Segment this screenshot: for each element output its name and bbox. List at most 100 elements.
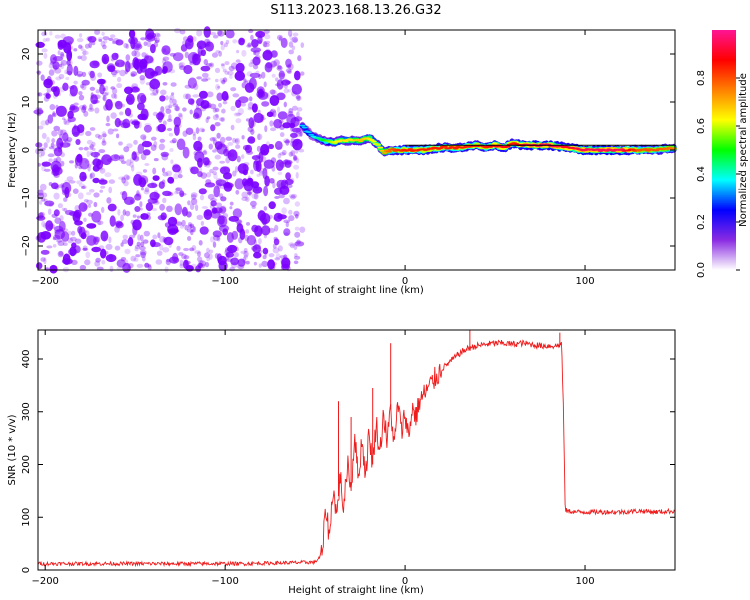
noise-blob	[235, 189, 240, 195]
noise-blob	[277, 153, 282, 159]
noise-blob	[280, 179, 289, 190]
noise-blob	[181, 219, 186, 227]
noise-blob	[100, 230, 109, 242]
noise-blob	[114, 62, 120, 67]
noise-blob	[175, 187, 181, 194]
noise-blob	[255, 187, 259, 192]
noise-blob	[204, 209, 212, 216]
noise-blob	[214, 67, 221, 74]
noise-blob	[101, 140, 107, 146]
noise-blob	[41, 220, 46, 228]
noise-blob	[72, 188, 79, 194]
noise-blob	[104, 172, 112, 178]
noise-blob	[203, 59, 208, 66]
noise-blob	[41, 197, 46, 202]
noise-blob	[279, 152, 286, 156]
noise-blob	[187, 98, 195, 105]
noise-blob	[94, 260, 101, 267]
noise-blob	[228, 65, 235, 72]
noise-blob	[60, 142, 64, 148]
noise-blob	[254, 225, 263, 237]
noise-blob	[82, 245, 88, 251]
noise-blob	[38, 212, 44, 219]
noise-blob	[288, 242, 295, 247]
noise-blob	[107, 158, 113, 163]
y-tick-label: 300	[21, 402, 32, 421]
noise-blob	[151, 136, 157, 141]
noise-blob	[35, 262, 43, 270]
noise-blob	[89, 103, 93, 110]
noise-blob	[198, 240, 203, 246]
noise-blob	[206, 256, 210, 262]
noise-blob	[83, 146, 89, 151]
noise-blob	[232, 208, 243, 219]
noise-blob	[73, 80, 78, 85]
noise-blob	[204, 182, 216, 188]
noise-blob	[197, 262, 203, 269]
noise-blob	[223, 148, 230, 157]
noise-blob	[46, 245, 53, 249]
noise-blob	[55, 104, 59, 110]
noise-blob	[56, 239, 63, 243]
noise-blob	[165, 259, 171, 266]
noise-blob	[102, 133, 107, 138]
noise-blob	[263, 42, 270, 48]
noise-blob	[158, 181, 165, 189]
noise-blob	[108, 253, 114, 260]
noise-blob	[200, 100, 210, 109]
noise-blob	[178, 112, 183, 118]
noise-blob	[261, 260, 269, 268]
noise-blob	[73, 48, 78, 52]
noise-blob	[198, 90, 208, 99]
noise-blob	[219, 166, 227, 173]
noise-blob	[176, 245, 181, 251]
noise-blob	[88, 145, 93, 151]
noise-blob	[181, 208, 188, 215]
noise-blob	[83, 110, 89, 117]
noise-blob	[60, 152, 65, 158]
noise-blob	[168, 132, 174, 137]
noise-blob	[262, 247, 269, 255]
noise-blob	[300, 71, 305, 76]
noise-blob	[215, 182, 223, 187]
x-tick-label: −100	[211, 576, 238, 587]
noise-blob	[133, 121, 140, 129]
noise-blob	[89, 144, 95, 149]
y-tick-label: 0	[21, 567, 32, 573]
noise-blob	[149, 57, 155, 64]
noise-blob	[58, 41, 63, 48]
noise-blob	[216, 92, 223, 102]
noise-blob	[214, 122, 221, 127]
ridge-blob	[370, 140, 377, 143]
noise-blob	[162, 190, 172, 197]
noise-blob	[287, 110, 294, 117]
noise-blob	[258, 73, 262, 79]
noise-blob	[290, 132, 298, 138]
noise-blob	[270, 127, 277, 132]
noise-blob	[114, 93, 118, 100]
noise-blob	[101, 259, 106, 265]
noise-blob	[251, 103, 258, 113]
noise-blob	[261, 101, 270, 107]
noise-blob	[269, 120, 274, 127]
noise-blob	[100, 41, 106, 47]
noise-blob	[218, 224, 230, 232]
noise-blob	[115, 59, 125, 68]
noise-blob	[277, 245, 283, 252]
noise-blob	[81, 106, 87, 113]
noise-blob	[232, 170, 237, 177]
noise-blob	[111, 52, 119, 61]
noise-blob	[71, 230, 76, 236]
noise-blob	[98, 39, 103, 42]
x-tick-label: 100	[575, 576, 594, 587]
noise-blob	[180, 224, 184, 229]
noise-blob	[165, 50, 171, 56]
noise-blob	[168, 104, 173, 109]
noise-blob	[118, 141, 123, 146]
noise-blob	[102, 138, 106, 143]
noise-blob	[112, 40, 116, 45]
noise-blob	[273, 212, 283, 222]
noise-blob	[121, 120, 127, 125]
noise-blob	[143, 124, 152, 133]
